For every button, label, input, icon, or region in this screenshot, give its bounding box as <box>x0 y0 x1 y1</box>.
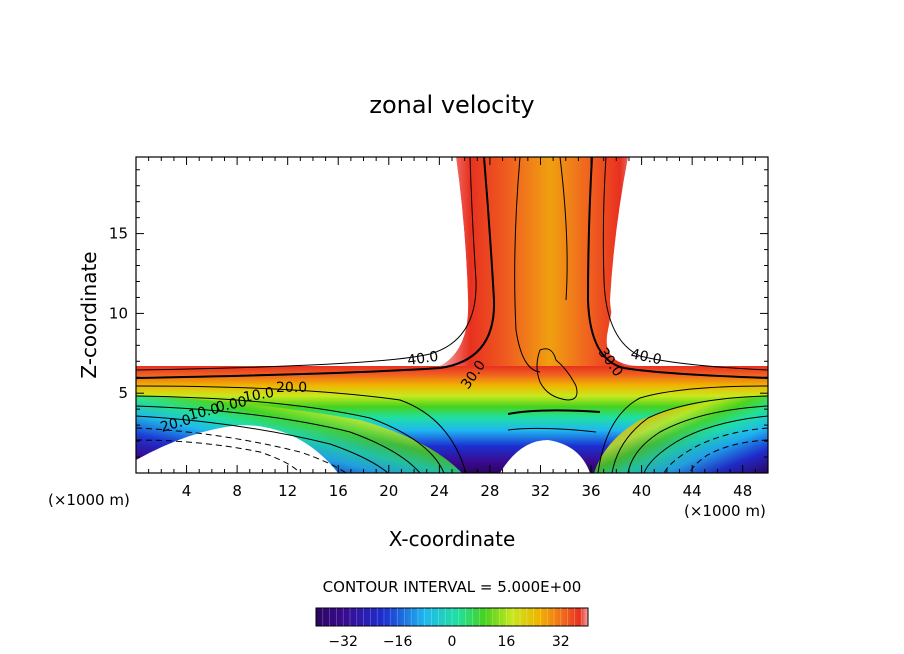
contour-interval-label: CONTOUR INTERVAL = 5.000E+00 <box>323 578 582 596</box>
x-tick-label: 16 <box>329 482 348 500</box>
x-tick-label: 40 <box>632 482 651 500</box>
contour-label: 20.0 <box>276 380 307 396</box>
x-tick-label: 12 <box>278 482 297 500</box>
x-axis: 4 8 12 16 20 24 28 32 36 40 44 48 <box>148 157 756 500</box>
x-tick-label: 48 <box>733 482 752 500</box>
y-tick-label: 15 <box>109 225 128 243</box>
colorbar-tick-label: 16 <box>497 634 515 650</box>
colorbar-tick-label: −16 <box>383 634 413 650</box>
x-tick-label: 28 <box>480 482 499 500</box>
x-tick-label: 36 <box>581 482 600 500</box>
colorbar-tick-label: −32 <box>328 634 358 650</box>
colorbar-tick-label: 0 <box>448 634 457 650</box>
contour-label: 10.0 <box>242 385 275 406</box>
contour-label: 40.0 <box>406 349 439 369</box>
x-tick-label: 8 <box>232 482 242 500</box>
y-tick-label: 10 <box>109 304 128 322</box>
colorbar: −32 −16 0 16 32 <box>315 607 589 650</box>
y-axis-label: Z-coordinate <box>77 251 101 378</box>
x-axis-unit-right: (×1000 m) <box>684 502 766 520</box>
chart-title: zonal velocity <box>369 91 534 119</box>
x-axis-unit-left: (×1000 m) <box>48 491 130 509</box>
y-tick-label: 5 <box>118 384 128 402</box>
x-axis-label: X-coordinate <box>389 527 516 551</box>
x-tick-label: 4 <box>182 482 192 500</box>
contour-field <box>136 157 768 473</box>
y-axis: 5 10 15 <box>109 169 768 458</box>
x-tick-label: 32 <box>531 482 550 500</box>
x-tick-label: 44 <box>683 482 702 500</box>
contour-label: 40.0 <box>629 346 663 368</box>
x-tick-label: 20 <box>379 482 398 500</box>
contour-label: 10.0 <box>187 401 221 424</box>
colorbar-tick-label: 32 <box>552 634 570 650</box>
x-tick-label: 24 <box>430 482 449 500</box>
contour-label: 0.00 <box>215 394 249 416</box>
